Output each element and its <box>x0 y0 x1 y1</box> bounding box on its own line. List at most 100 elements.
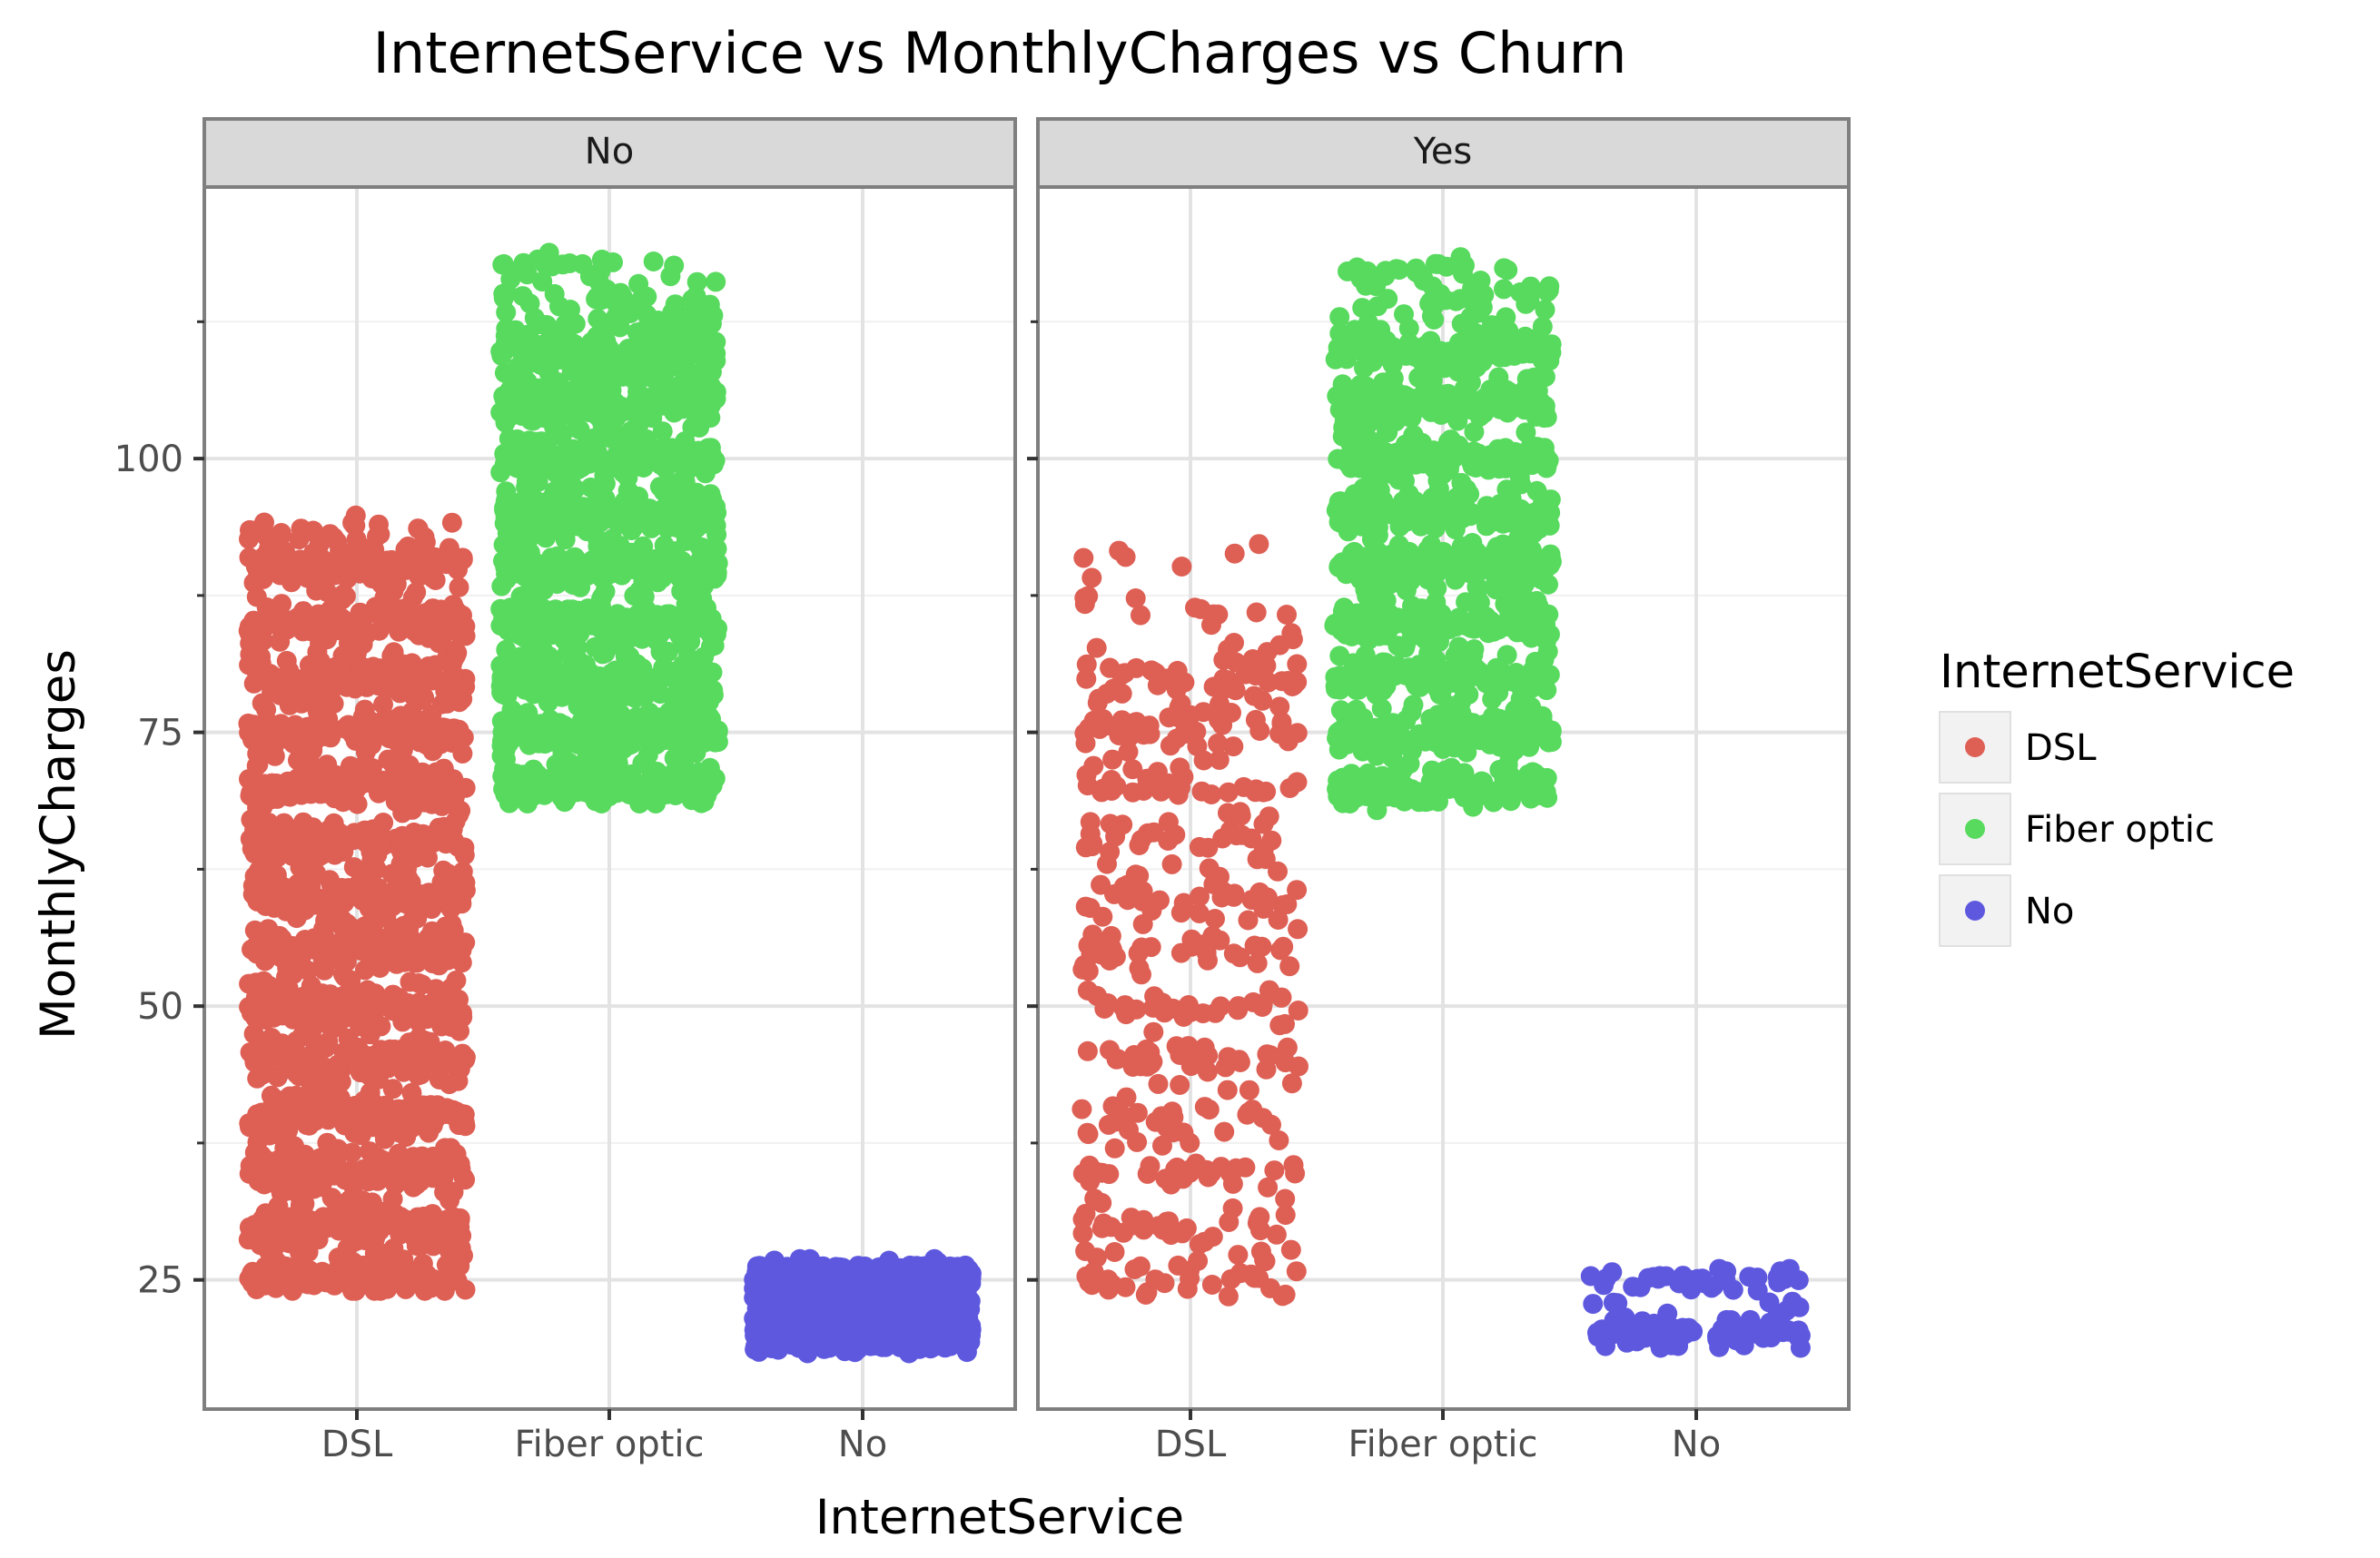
data-point <box>622 555 642 575</box>
data-point <box>256 700 276 720</box>
data-point <box>275 895 295 915</box>
data-point <box>455 932 475 952</box>
data-point <box>346 1281 366 1301</box>
data-point <box>595 390 615 410</box>
data-point <box>301 716 321 736</box>
data-point <box>437 694 457 714</box>
data-point <box>518 794 538 814</box>
data-point <box>549 607 569 627</box>
data-point <box>449 720 469 740</box>
data-point <box>701 438 721 458</box>
data-point <box>435 554 455 574</box>
data-point <box>277 651 297 671</box>
data-point <box>372 1150 392 1170</box>
data-point <box>435 1281 455 1301</box>
chart-title: InternetService vs MonthlyCharges vs Chu… <box>373 20 1627 86</box>
data-point <box>699 346 719 366</box>
data-point <box>287 1064 307 1084</box>
data-point <box>265 746 285 766</box>
data-point <box>252 523 272 543</box>
data-point <box>390 1056 410 1076</box>
data-point <box>639 729 659 749</box>
data-point <box>288 607 308 627</box>
data-point <box>401 912 421 932</box>
data-point <box>407 1175 427 1195</box>
data-point <box>290 824 310 844</box>
data-point <box>346 883 366 903</box>
data-point <box>355 934 375 954</box>
data-point <box>401 702 421 722</box>
data-point <box>644 251 664 271</box>
data-point <box>269 1177 289 1197</box>
data-point <box>426 772 446 792</box>
data-point <box>330 1198 350 1218</box>
data-point <box>416 831 436 851</box>
data-point <box>306 863 326 883</box>
data-point <box>249 861 269 881</box>
data-point <box>567 549 587 569</box>
data-point <box>499 494 519 514</box>
data-point <box>281 572 301 592</box>
data-point <box>573 254 593 274</box>
data-point <box>455 616 475 636</box>
data-point <box>323 1006 343 1026</box>
data-point <box>583 507 603 527</box>
data-point <box>405 1100 425 1120</box>
data-point <box>353 560 373 580</box>
data-point <box>615 640 635 660</box>
data-point <box>565 453 585 473</box>
data-point <box>499 514 518 534</box>
data-point <box>588 537 607 557</box>
data-point <box>579 352 599 372</box>
data-point <box>442 513 462 533</box>
data-point <box>345 678 365 698</box>
data-point <box>355 621 375 641</box>
data-point <box>686 565 706 585</box>
data-point <box>452 744 472 764</box>
data-point <box>682 418 702 438</box>
data-point <box>304 928 324 948</box>
data-point <box>346 506 366 526</box>
data-point <box>613 287 633 307</box>
data-point <box>305 1083 325 1103</box>
data-point <box>256 1010 276 1030</box>
data-point <box>254 1274 274 1294</box>
data-point <box>591 619 611 639</box>
data-point <box>673 663 693 683</box>
data-point <box>517 505 537 525</box>
data-point <box>379 947 399 967</box>
data-point <box>337 789 357 809</box>
data-point <box>701 484 721 504</box>
data-point <box>431 1017 451 1037</box>
data-point <box>515 567 535 587</box>
data-point <box>564 511 584 531</box>
data-point <box>402 1083 422 1103</box>
data-point <box>246 935 266 955</box>
data-point <box>616 719 636 739</box>
data-point <box>414 1207 434 1227</box>
data-point <box>366 912 386 932</box>
data-point <box>411 1065 431 1085</box>
data-point <box>491 667 511 687</box>
data-point <box>275 1257 295 1277</box>
data-point <box>443 667 463 687</box>
data-point <box>687 272 707 292</box>
data-point <box>247 1159 267 1179</box>
data-point <box>407 1224 427 1244</box>
data-point <box>511 605 531 625</box>
data-point <box>241 1221 261 1241</box>
data-point <box>645 668 665 688</box>
data-point <box>322 615 342 635</box>
data-point <box>570 419 590 439</box>
data-point <box>442 892 462 912</box>
data-point <box>665 748 685 768</box>
data-point <box>548 574 568 594</box>
data-point <box>707 538 727 558</box>
data-point <box>518 371 538 391</box>
data-point <box>395 877 415 897</box>
data-point <box>383 1238 403 1258</box>
data-point <box>661 449 681 469</box>
data-point <box>337 952 357 971</box>
data-point <box>637 446 657 466</box>
